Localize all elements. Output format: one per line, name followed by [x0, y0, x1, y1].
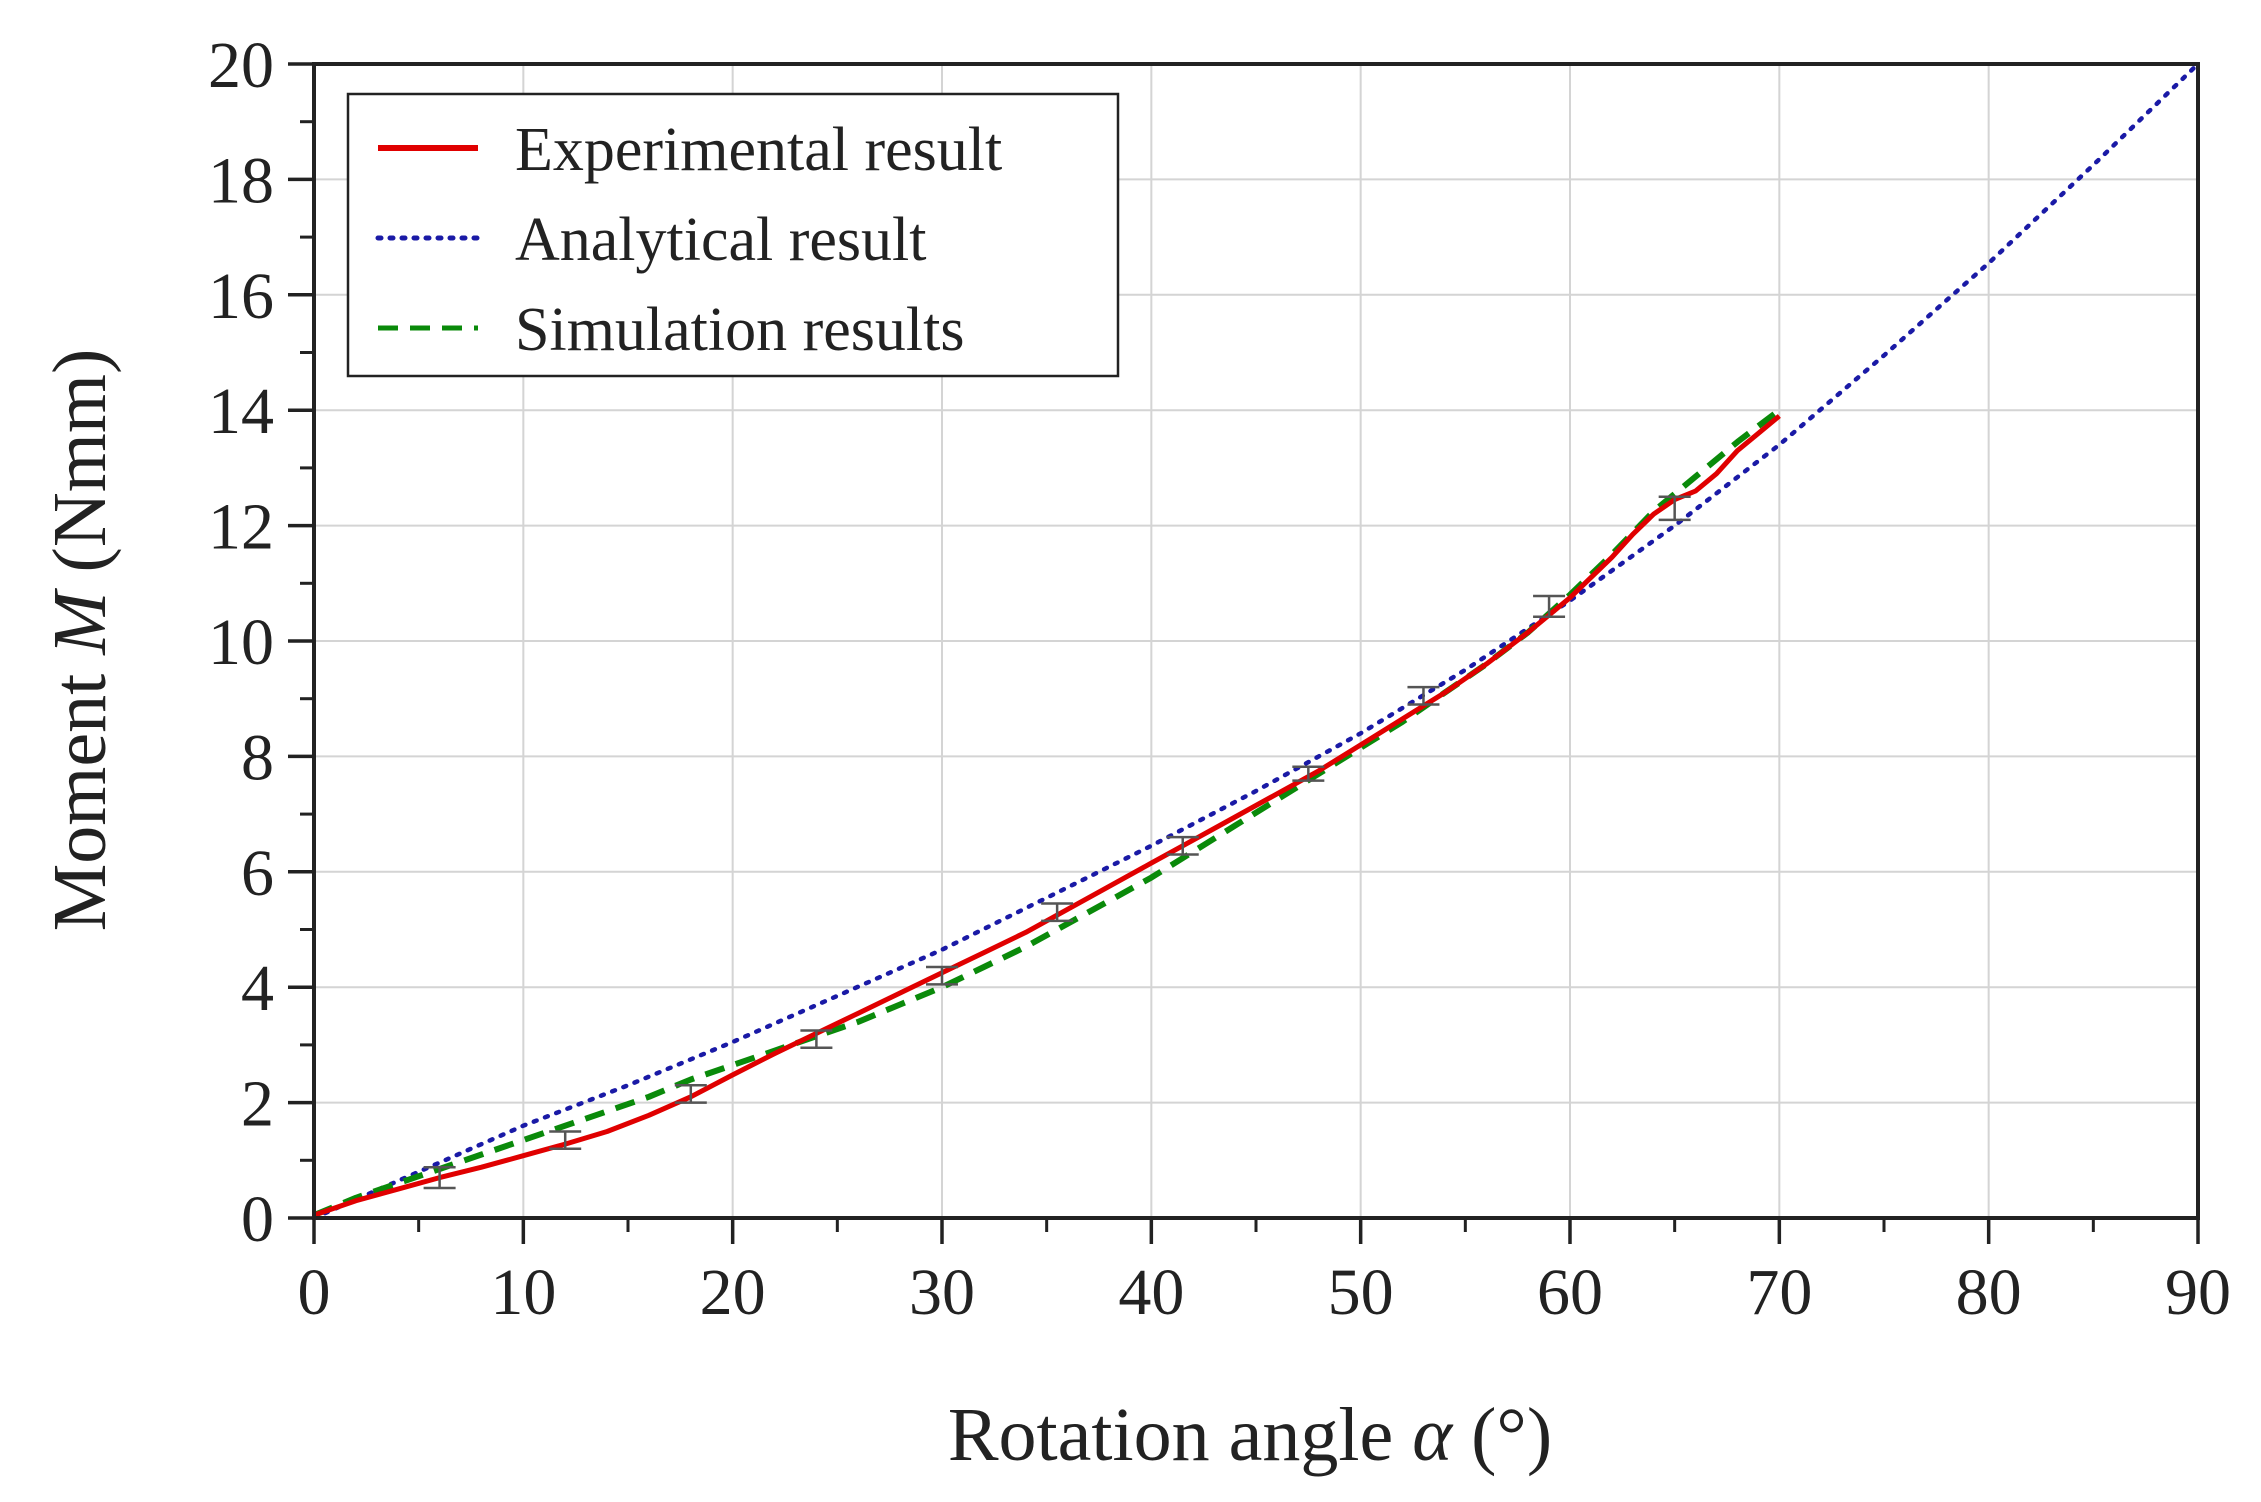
error-bar-6: [1166, 835, 1199, 856]
y-tick-label-8: 16: [208, 260, 274, 333]
error-bars: [423, 495, 1691, 1190]
error-bar-10: [1658, 495, 1691, 522]
y-axis-title-main: Moment: [38, 655, 122, 932]
error-bar-3: [800, 1029, 833, 1050]
y-tick-label-4: 8: [241, 721, 274, 794]
x-tick-label-7: 70: [1746, 1256, 1812, 1329]
series-layer: [311, 61, 2201, 1221]
x-tick-label-2: 20: [700, 1256, 766, 1329]
error-bar-0: [423, 1165, 456, 1190]
error-bar-9: [1533, 594, 1566, 619]
error-bar-4: [926, 965, 958, 986]
x-axis-title-main: Rotation angle: [948, 1393, 1412, 1477]
y-axis-title-symbol: M: [38, 588, 122, 656]
x-axis-title: Rotation angle α (°): [948, 1393, 1552, 1477]
x-tick-label-4: 40: [1118, 1256, 1184, 1329]
x-axis-title-symbol: α: [1412, 1393, 1454, 1477]
x-tick-label-8: 80: [1956, 1256, 2022, 1329]
ticks: [288, 62, 2200, 1244]
x-tick-label-3: 30: [909, 1256, 975, 1329]
x-axis-title-unit: (°): [1452, 1393, 1552, 1477]
y-tick-label-2: 4: [241, 952, 274, 1025]
y-tick-label-7: 14: [208, 375, 274, 448]
x-tick-label-9: 90: [2165, 1256, 2231, 1329]
legend-label-simulation: Simulation results: [515, 296, 965, 364]
x-tick-label-1: 10: [490, 1256, 556, 1329]
series-line-experimental-result: [313, 414, 1781, 1218]
error-bar-5: [1041, 902, 1074, 923]
y-axis-title-unit: (Nmm): [38, 349, 122, 592]
y-tick-label-6: 12: [208, 491, 274, 564]
y-tick-label-3: 6: [241, 837, 274, 910]
x-tick-label-0: 0: [298, 1256, 331, 1329]
legend: Experimental result Analytical result Si…: [346, 92, 1120, 378]
tick-labels: 0 10 20 30 40 50 60 70 80 90 0 2 4 6 8 10 12 14 16 18 20: [208, 29, 2231, 1329]
y-axis-title: Moment M (Nmm): [38, 349, 122, 932]
series-line-analytical-result: [311, 61, 2201, 1221]
x-tick-label-6: 60: [1537, 1256, 1603, 1329]
error-bar-2: [674, 1084, 707, 1104]
error-bar-1: [549, 1130, 582, 1151]
y-tick-label-5: 10: [208, 606, 274, 679]
error-bar-7: [1292, 765, 1325, 782]
y-tick-label-9: 18: [208, 144, 274, 217]
error-bar-8: [1407, 685, 1440, 706]
y-tick-label-10: 20: [208, 29, 274, 102]
legend-label-experimental: Experimental result: [515, 116, 1002, 184]
y-tick-label-0: 0: [241, 1183, 274, 1256]
y-tick-label-1: 2: [241, 1068, 274, 1141]
legend-label-analytical: Analytical result: [515, 206, 926, 274]
x-tick-label-5: 50: [1328, 1256, 1394, 1329]
